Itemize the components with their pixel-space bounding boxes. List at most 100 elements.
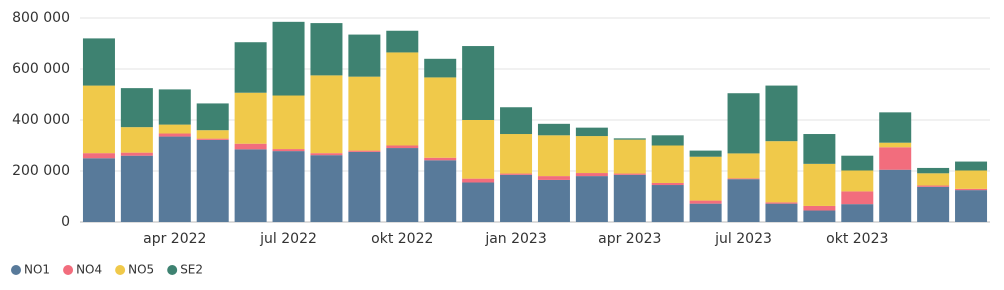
bar-segment	[841, 191, 874, 205]
bar-segment	[651, 185, 684, 222]
bar-segment	[158, 124, 191, 134]
x-tick-label: apr 2023	[598, 231, 661, 247]
bar-segment	[424, 160, 457, 222]
bar-segment	[955, 190, 988, 222]
bar-segment	[120, 127, 153, 153]
bar-segment	[727, 153, 760, 179]
bar-segment	[82, 38, 115, 86]
bar-segment	[196, 103, 229, 131]
bar-segment	[879, 142, 912, 148]
bar-segment	[196, 139, 229, 222]
bar-segment	[386, 145, 419, 149]
bar-segment	[500, 173, 533, 175]
bar-segment	[689, 200, 722, 204]
bar-segment	[613, 138, 646, 140]
bar-segment	[348, 151, 381, 222]
bar-segment	[272, 149, 305, 152]
bar-segment	[386, 30, 419, 53]
bar-segment	[803, 134, 836, 164]
bar-segment	[158, 136, 191, 222]
bar-segment	[613, 173, 646, 175]
bar-segment	[310, 23, 343, 76]
bar-segment	[462, 178, 495, 183]
bar-segment	[575, 127, 608, 137]
bar-segment	[462, 120, 495, 179]
bar-segment	[158, 89, 191, 125]
legend-marker	[115, 265, 126, 275]
legend-label: NO4	[76, 263, 102, 277]
bar-segment	[537, 135, 570, 177]
bar-segment	[803, 210, 836, 222]
bar-segment	[348, 150, 381, 152]
bar-segment	[689, 203, 722, 222]
bar-segment	[727, 179, 760, 222]
legend-marker	[63, 265, 74, 275]
legend-label: NO1	[24, 263, 50, 277]
bar-segment	[424, 58, 457, 78]
bar-segment	[234, 143, 267, 150]
bar-segment	[803, 163, 836, 206]
bar-segment	[613, 139, 646, 174]
bar-segment	[575, 136, 608, 174]
legend-marker	[167, 265, 178, 275]
legend-label: SE2	[180, 263, 203, 277]
bar-segment	[917, 167, 950, 174]
y-tick-label: 800 000	[12, 10, 70, 26]
bar-segment	[310, 155, 343, 222]
x-tick-label: okt 2023	[826, 231, 888, 247]
bar-segment	[917, 185, 950, 187]
bar-segment	[537, 179, 570, 222]
bar-segment	[310, 153, 343, 156]
bar-segment	[500, 107, 533, 135]
bar-segment	[272, 151, 305, 222]
bar-segment	[651, 135, 684, 146]
bar-segment	[765, 141, 798, 203]
bar-segment	[917, 186, 950, 222]
bar-segment	[234, 149, 267, 222]
bar-segment	[689, 150, 722, 157]
bar-segment	[348, 34, 381, 77]
x-tick-label: jan 2023	[484, 231, 546, 247]
x-tick-label: apr 2022	[143, 231, 206, 247]
bar-segment	[462, 182, 495, 222]
bar-segment	[120, 155, 153, 222]
bar-segment	[879, 169, 912, 222]
bar-segment	[310, 75, 343, 154]
bar-segment	[803, 205, 836, 211]
y-tick-label: 600 000	[12, 61, 70, 77]
legend-label: NO5	[128, 263, 154, 277]
bar-segment	[841, 170, 874, 192]
bar-segment	[765, 202, 798, 204]
bar-segment	[575, 176, 608, 222]
bar-segment	[234, 92, 267, 144]
bar-segment	[424, 77, 457, 158]
bar-segment	[82, 85, 115, 154]
bar-segment	[386, 148, 419, 222]
bar-segment	[955, 161, 988, 171]
bar-segment	[955, 170, 988, 189]
x-tick-label: jul 2022	[259, 231, 317, 247]
bar-segment	[651, 182, 684, 186]
y-tick-label: 400 000	[12, 112, 70, 128]
bar-segment	[689, 156, 722, 201]
x-tick-label: okt 2022	[371, 231, 433, 247]
bar-segment	[765, 203, 798, 222]
bar-segment	[348, 76, 381, 151]
bar-segment	[120, 88, 153, 128]
legend-marker	[11, 265, 21, 275]
bar-segment	[879, 147, 912, 170]
bar-segment	[82, 153, 115, 159]
legend: NO1 NO4 NO5 SE2	[11, 263, 203, 277]
bar-segment	[500, 174, 533, 222]
bar-segment	[879, 112, 912, 143]
bar-segment	[272, 21, 305, 96]
bar-segment	[575, 173, 608, 177]
bar-segment	[537, 123, 570, 136]
y-tick-label: 200 000	[12, 163, 70, 179]
bar-segment	[158, 133, 191, 137]
bar-segment	[82, 158, 115, 222]
bar-segment	[234, 42, 267, 93]
bar-segment	[196, 138, 229, 140]
bar-segment	[424, 157, 457, 161]
